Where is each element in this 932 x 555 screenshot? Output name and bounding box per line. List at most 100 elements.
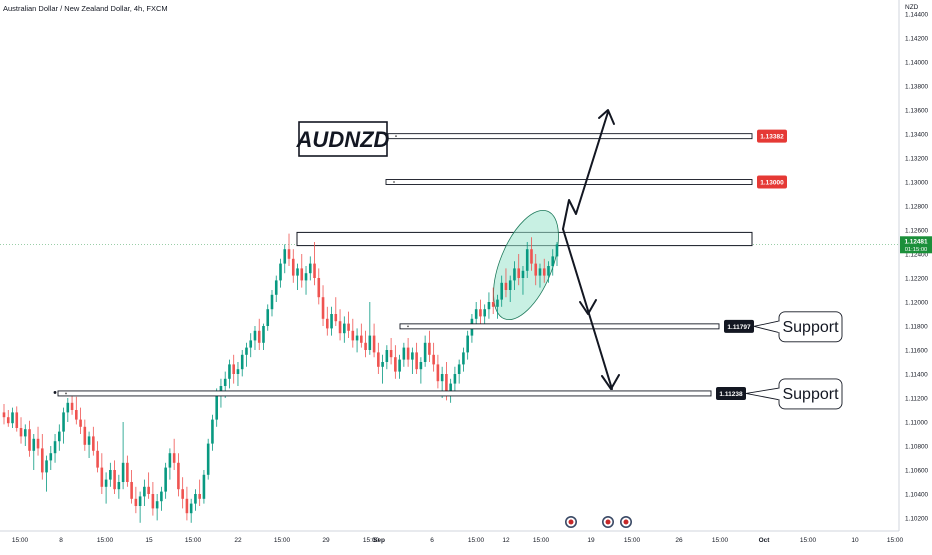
candle-body — [377, 352, 380, 367]
candle-body — [313, 263, 316, 278]
candle-body — [398, 359, 401, 372]
candle-body — [534, 263, 538, 276]
candle-body — [538, 268, 542, 276]
candle-body — [181, 489, 184, 499]
candle-body — [2, 412, 6, 418]
bearish-arrowhead-mid — [579, 299, 597, 315]
x-tick-label: 19 — [587, 537, 595, 544]
x-tick-label: Sep — [373, 537, 385, 544]
candle-body — [389, 350, 393, 358]
candle-body — [411, 352, 414, 360]
bearish-arrowhead-low — [601, 374, 620, 390]
candle-body — [321, 297, 325, 319]
bullish-projection-arrow — [562, 111, 609, 230]
candle-body — [355, 335, 359, 341]
candle-body — [279, 263, 282, 281]
current-price-tag-bg — [900, 236, 932, 254]
x-tick-label: 15:00 — [468, 537, 485, 544]
level-label: 1.13000 — [760, 180, 784, 187]
candle-body — [385, 350, 389, 362]
x-tick-label: 15:00 — [712, 537, 729, 544]
candle-body — [368, 335, 372, 350]
candle-body — [542, 268, 546, 276]
symbol-label-box — [298, 121, 388, 157]
y-tick-label: 1.11800 — [905, 324, 928, 331]
candle-body — [83, 426, 87, 445]
candle-body — [415, 352, 418, 370]
candle-body — [262, 326, 265, 343]
candle-body — [113, 470, 116, 490]
candle-body — [347, 323, 350, 331]
candle-body — [364, 342, 367, 350]
candle-body — [406, 347, 410, 360]
candle-body — [317, 278, 321, 298]
y-tick-label: 1.13000 — [905, 180, 929, 187]
callout-joint — [778, 388, 781, 400]
x-tick-label: 15:00 — [363, 537, 380, 544]
callout-pointer — [745, 387, 781, 401]
candle-body — [351, 330, 355, 341]
current-price-countdown: 01:15:00 — [905, 247, 928, 253]
candle-body — [66, 402, 70, 413]
candle-body — [121, 462, 125, 482]
candle-body — [143, 486, 146, 497]
x-tick-label: 8 — [59, 537, 63, 544]
x-tick-label: 10 — [851, 537, 859, 544]
candle-body — [172, 453, 176, 463]
candle-body — [151, 494, 155, 509]
level-anchor-dot — [65, 392, 67, 395]
y-tick-label: 1.13400 — [905, 132, 929, 139]
candle-body — [517, 268, 521, 278]
x-tick-label: 12 — [502, 537, 510, 544]
candle-body — [449, 383, 452, 394]
x-tick-label: 15:00 — [800, 537, 817, 544]
event-flag-icon-core — [605, 519, 611, 525]
candle-body — [257, 330, 261, 343]
candle-body — [70, 402, 74, 410]
candle-body — [228, 364, 231, 379]
y-tick-label: 1.14200 — [905, 36, 929, 43]
x-tick-label: 15:00 — [533, 537, 550, 544]
x-tick-label: 29 — [322, 537, 330, 544]
y-tick-label: 1.12800 — [905, 204, 929, 211]
event-flag-icon-core — [568, 519, 574, 525]
candle-body — [555, 244, 559, 257]
candle-body — [296, 268, 299, 276]
level-bar — [57, 390, 712, 397]
level-label-bg — [716, 386, 746, 400]
x-tick-label: 15:00 — [97, 537, 114, 544]
current-price-tag: 1.12481 — [904, 238, 928, 245]
candle-body — [474, 309, 478, 319]
candle-body — [551, 256, 555, 266]
candle-body — [496, 299, 499, 307]
candle-body — [508, 280, 512, 290]
candle-body — [483, 309, 486, 317]
x-tick-label: 15 — [145, 537, 153, 544]
y-tick-label: 1.11000 — [905, 420, 928, 427]
callout-text: Support — [782, 319, 839, 336]
y-tick-label: 1.11400 — [905, 372, 928, 379]
candle-body — [274, 280, 278, 295]
candle-body — [45, 460, 48, 473]
candle-body — [134, 498, 138, 506]
support-callout: Support — [753, 311, 843, 343]
level-bar — [385, 179, 753, 185]
candle-body — [402, 347, 406, 360]
candle-body — [36, 438, 40, 449]
candle-body — [300, 268, 304, 281]
candle-body — [479, 309, 482, 317]
candle-body — [372, 335, 376, 353]
y-tick-label: 1.10200 — [905, 516, 929, 523]
candle-body — [75, 410, 78, 420]
candle-body — [291, 258, 295, 276]
candle-body — [491, 302, 495, 307]
event-flag-icon-core — [623, 519, 629, 525]
candle-body — [381, 362, 384, 367]
candle-body — [194, 494, 197, 504]
bullish-arrowhead — [598, 109, 615, 125]
candle-body — [155, 501, 159, 509]
candle-body — [160, 491, 163, 502]
candle-body — [457, 364, 461, 374]
support-callout: Support — [745, 378, 843, 410]
